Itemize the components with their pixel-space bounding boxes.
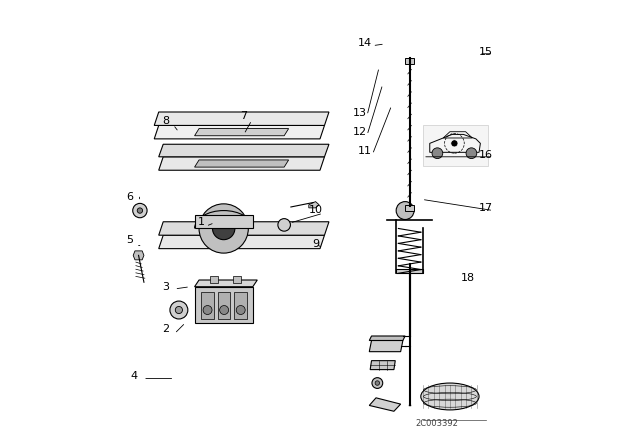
Polygon shape — [159, 235, 324, 249]
Polygon shape — [195, 160, 289, 167]
Polygon shape — [370, 361, 396, 370]
Text: 12: 12 — [353, 127, 367, 137]
Circle shape — [278, 219, 291, 231]
Text: 10: 10 — [308, 205, 323, 215]
Circle shape — [137, 208, 143, 213]
Polygon shape — [159, 144, 329, 157]
Circle shape — [236, 306, 245, 314]
Circle shape — [466, 148, 477, 159]
Text: 8: 8 — [162, 116, 169, 126]
Text: 9: 9 — [312, 239, 319, 249]
Polygon shape — [369, 336, 405, 340]
Polygon shape — [369, 340, 403, 352]
Circle shape — [375, 381, 380, 385]
Text: 4: 4 — [131, 371, 138, 381]
Bar — [218, 292, 230, 319]
Bar — [210, 276, 218, 283]
Polygon shape — [309, 202, 319, 208]
Bar — [233, 276, 241, 283]
Circle shape — [220, 306, 228, 314]
Bar — [423, 125, 488, 166]
Polygon shape — [369, 398, 401, 411]
Text: 6: 6 — [126, 192, 133, 202]
Circle shape — [396, 202, 414, 220]
Text: 5: 5 — [126, 235, 133, 245]
Ellipse shape — [421, 383, 479, 410]
Polygon shape — [159, 222, 329, 235]
Text: 11: 11 — [358, 146, 372, 156]
Text: 15: 15 — [479, 47, 493, 56]
Circle shape — [203, 306, 212, 314]
Text: 16: 16 — [479, 150, 493, 159]
Text: 13: 13 — [353, 108, 367, 118]
Polygon shape — [195, 129, 289, 136]
Text: 18: 18 — [461, 273, 475, 283]
Polygon shape — [154, 112, 329, 125]
Circle shape — [199, 204, 248, 253]
Text: 1: 1 — [198, 217, 205, 227]
Bar — [195, 215, 253, 228]
Circle shape — [372, 378, 383, 388]
Circle shape — [170, 301, 188, 319]
Text: 17: 17 — [479, 203, 493, 213]
Polygon shape — [154, 125, 324, 139]
Bar — [405, 58, 414, 64]
Text: 2: 2 — [162, 324, 169, 334]
Circle shape — [212, 217, 235, 240]
FancyBboxPatch shape — [195, 287, 253, 323]
Circle shape — [132, 203, 147, 218]
Circle shape — [175, 306, 182, 314]
Bar — [405, 205, 414, 211]
Text: 14: 14 — [358, 38, 372, 47]
Text: 7: 7 — [240, 112, 248, 121]
Circle shape — [432, 148, 443, 159]
Circle shape — [451, 140, 458, 147]
Polygon shape — [159, 157, 324, 170]
Text: 3: 3 — [162, 282, 169, 292]
Text: 2C003392: 2C003392 — [415, 419, 458, 428]
Bar — [234, 292, 247, 319]
Polygon shape — [195, 280, 257, 287]
Bar — [202, 292, 214, 319]
Polygon shape — [133, 251, 144, 260]
Polygon shape — [396, 269, 423, 273]
